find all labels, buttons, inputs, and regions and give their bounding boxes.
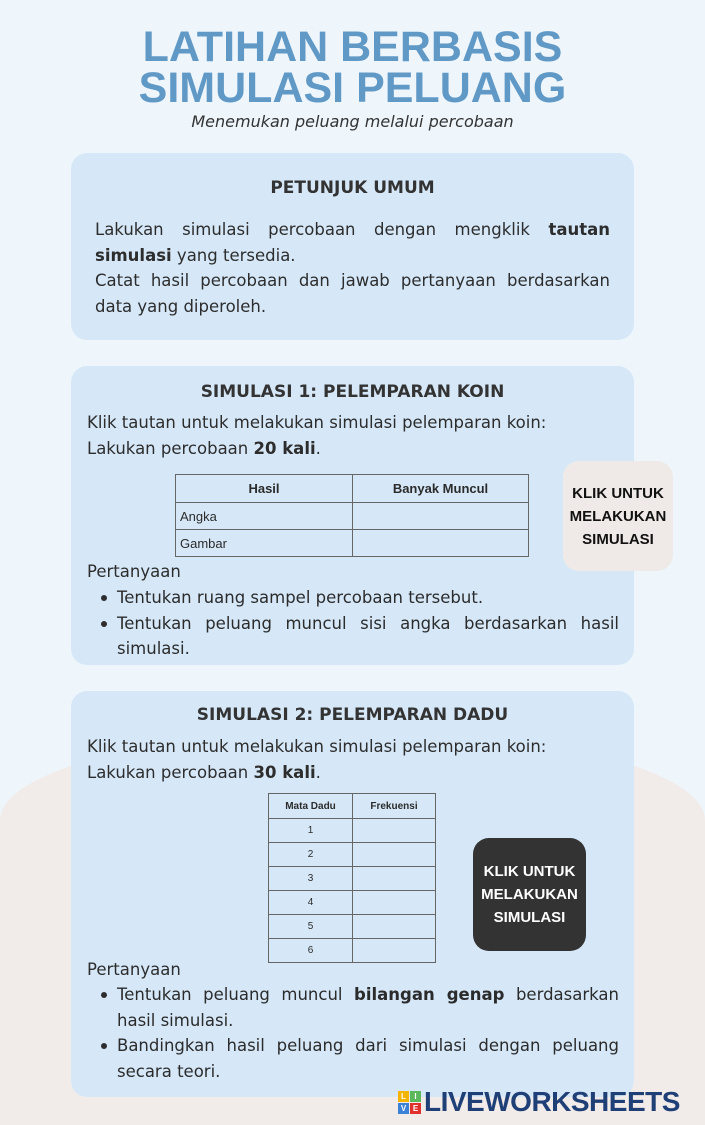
input-cell[interactable] — [352, 529, 529, 557]
sim2-intro: Klik tautan untuk melakukan simulasi pel… — [87, 737, 547, 782]
table-row: 1 — [268, 818, 436, 843]
questions-list: Tentukan peluang muncul bilangan genap b… — [87, 982, 619, 1084]
input-cell[interactable] — [352, 890, 436, 915]
input-cell[interactable] — [352, 502, 529, 530]
list-item: Tentukan ruang sampel percobaan tersebut… — [87, 585, 619, 611]
list-item: Tentukan peluang muncul bilangan genap b… — [87, 982, 619, 1033]
table-row: 2 — [268, 842, 436, 867]
input-cell[interactable] — [352, 842, 436, 867]
list-item: Bandingkan hasil peluang dari simulasi d… — [87, 1033, 619, 1084]
input-cell[interactable] — [352, 914, 436, 939]
page-subtitle: Menemukan peluang melalui percobaan — [191, 112, 514, 131]
general-instructions-card: PETUNJUK UMUM Lakukan simulasi percobaan… — [71, 153, 634, 340]
simulate-coin-button[interactable]: KLIK UNTUK MELAKUKAN SIMULASI — [563, 461, 673, 571]
table-row: Gambar — [175, 529, 529, 557]
simulation-1-card: SIMULASI 1: PELEMPARAN KOIN Klik tautan … — [71, 366, 634, 665]
input-cell[interactable] — [352, 818, 436, 843]
questions-label: Pertanyaan — [87, 960, 181, 979]
questions-label: Pertanyaan — [87, 562, 181, 581]
input-cell[interactable] — [352, 866, 436, 891]
page-title: LATIHAN BERBASIS SIMULASI PELUANG — [138, 23, 567, 112]
simulate-dice-button[interactable]: KLIK UNTUK MELAKUKAN SIMULASI — [473, 838, 586, 951]
table-row: 5 — [268, 914, 436, 939]
list-item: Tentukan peluang muncul sisi angka berda… — [87, 611, 619, 662]
sim1-table: Hasil Banyak Muncul Angka Gambar — [175, 474, 529, 557]
table-row: 3 — [268, 866, 436, 891]
table-row: 4 — [268, 890, 436, 915]
card-heading: PETUNJUK UMUM — [270, 178, 435, 198]
sim2-table: Mata Dadu Frekuensi 1 2 3 4 5 6 — [268, 793, 436, 963]
table-row: Angka — [175, 502, 529, 530]
table-row: 6 — [268, 938, 436, 963]
card-heading: SIMULASI 2: PELEMPARAN DADU — [196, 705, 509, 725]
input-cell[interactable] — [352, 938, 436, 963]
sim1-intro: Klik tautan untuk melakukan simulasi pel… — [87, 413, 547, 458]
card-heading: SIMULASI 1: PELEMPARAN KOIN — [200, 382, 505, 402]
questions-list: Tentukan ruang sampel percobaan tersebut… — [87, 585, 619, 662]
instruction-text: Lakukan simulasi percobaan dengan mengkl… — [95, 220, 610, 316]
